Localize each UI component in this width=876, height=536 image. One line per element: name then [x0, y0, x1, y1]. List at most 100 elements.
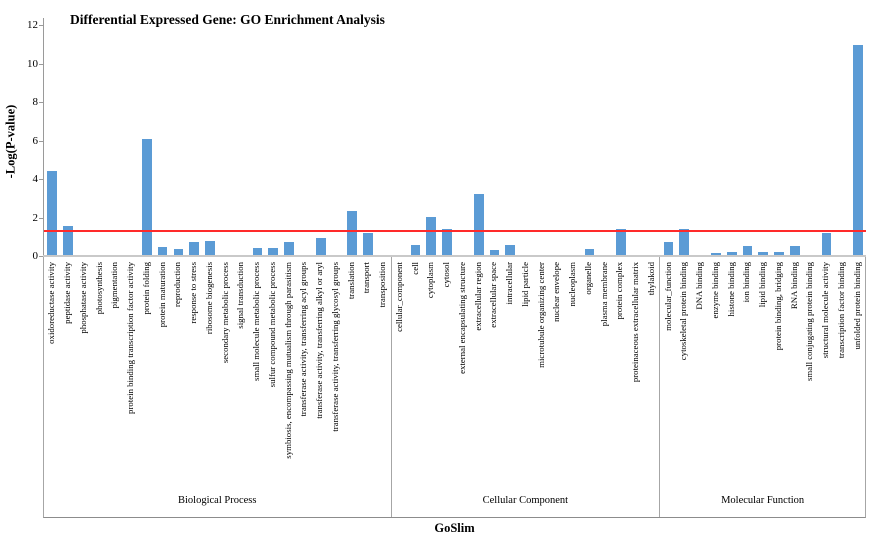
bar-cell	[518, 25, 534, 256]
category-label-cell: signal transduction	[233, 257, 249, 484]
category-label: secondary metabolic process	[219, 262, 230, 364]
bar-cell	[107, 25, 123, 256]
category-label-cell: sulfur compound metabolic process	[265, 257, 281, 484]
category-label-cell: cytoskeletal protein binding	[676, 257, 692, 484]
bar-cell	[487, 25, 503, 256]
bar-cell	[708, 25, 724, 256]
category-label: plasma membrane	[598, 262, 609, 327]
category-label: organelle	[582, 262, 593, 295]
category-label: histone binding	[725, 262, 736, 317]
bar-cell	[218, 25, 234, 256]
bar	[268, 248, 279, 256]
category-label-cell: organelle	[581, 257, 597, 484]
bar-cell	[139, 25, 155, 256]
bar	[189, 242, 200, 256]
category-label-cell: protein binding transcription factor act…	[123, 257, 139, 484]
bar-cell	[60, 25, 76, 256]
category-label: protein binding transcription factor act…	[125, 262, 136, 414]
group-label: Cellular Component	[482, 495, 569, 506]
x-axis-title: GoSlim	[434, 521, 475, 535]
bar-cell	[471, 25, 487, 256]
bar-cell	[740, 25, 756, 256]
category-label: pigmentation	[109, 262, 120, 309]
bar-cell	[123, 25, 139, 256]
chart-title: Differential Expressed Gene: GO Enrichme…	[70, 12, 385, 27]
x-axis-line	[43, 255, 866, 257]
bar-cell	[692, 25, 708, 256]
category-label-cell: DNA binding	[692, 257, 708, 484]
bar	[426, 217, 437, 256]
bar	[726, 252, 737, 256]
category-label: microtubule organizing center	[535, 262, 546, 368]
group-label: Biological Process	[178, 495, 257, 506]
category-label-cell: photosynthesis	[91, 257, 107, 484]
category-label: DNA binding	[694, 262, 705, 310]
bar-cell	[645, 25, 661, 256]
bar	[141, 139, 152, 256]
bar-group	[44, 25, 392, 256]
category-labels-row: cellular_component cell cytoplasm cytosol ex…	[392, 257, 660, 484]
category-label: protein maturation	[156, 262, 167, 328]
category-label: response to stress	[188, 262, 199, 324]
bar-cell	[344, 25, 360, 256]
category-label-cell: symbiosis, encompassing mutualism throug…	[280, 257, 296, 484]
category-label-cell: microtubule organizing center	[533, 257, 549, 484]
category-label: protein folding	[140, 262, 151, 315]
category-label-cell: nuclear envelope	[549, 257, 565, 484]
bar-cell	[202, 25, 218, 256]
y-tick-mark	[39, 63, 44, 65]
bar-cell	[534, 25, 550, 256]
category-label-cell: transposition	[375, 257, 391, 484]
bar-cell	[313, 25, 329, 256]
category-label: RNA binding	[788, 262, 799, 310]
bar-cell	[44, 25, 60, 256]
bar	[663, 242, 674, 256]
category-label: structural molecule activity	[820, 262, 831, 359]
bar	[47, 171, 57, 256]
bar-cell	[265, 25, 281, 256]
category-label-cell: RNA binding	[786, 257, 802, 484]
category-label: lipid particle	[519, 262, 530, 307]
bar-cell	[629, 25, 645, 256]
y-tick-label: 12	[27, 19, 38, 31]
category-label: phosphatase activity	[77, 262, 88, 334]
bar-cell	[455, 25, 471, 256]
category-label-cell: translation	[343, 257, 359, 484]
bar	[853, 45, 864, 256]
category-label: intracellular	[504, 262, 515, 305]
bar	[710, 253, 721, 256]
bar-cell	[724, 25, 740, 256]
bar-cell	[408, 25, 424, 256]
bar-cell	[597, 25, 613, 256]
category-label: photosynthesis	[93, 262, 104, 315]
y-tick-mark	[39, 140, 44, 142]
bar	[774, 252, 784, 256]
category-label: cytoplasm	[425, 262, 436, 299]
category-label: transcription factor binding	[835, 262, 846, 359]
category-label-cell: extracellular region	[470, 257, 486, 484]
category-label: protein complex	[614, 262, 625, 320]
plot-area	[44, 25, 866, 256]
bar-cell	[566, 25, 582, 256]
bar	[410, 245, 421, 256]
category-label: thylakoid	[645, 262, 656, 296]
category-label: peptidase activity	[62, 262, 73, 324]
category-label-cell: protein folding	[139, 257, 155, 484]
category-label-cell: cellular_component	[392, 257, 408, 484]
category-label-cell: transferase activity, transferring alkyl…	[312, 257, 328, 484]
y-tick-mark	[39, 25, 44, 26]
y-tick-label: 8	[32, 96, 39, 108]
category-label: small conjugating protein binding	[804, 262, 815, 381]
bar	[679, 229, 690, 256]
y-tick-mark	[39, 217, 44, 219]
category-label: transferase activity, transferring alkyl…	[314, 262, 325, 419]
category-label: small molecule metabolic process	[251, 262, 262, 381]
bar-cell	[803, 25, 819, 256]
category-label-cell: protein maturation	[154, 257, 170, 484]
bar-cell	[661, 25, 677, 256]
bar-cell	[376, 25, 392, 256]
category-group-column: oxidoreductase activity peptidase activit…	[44, 257, 392, 517]
category-label: cytosol	[441, 262, 452, 288]
category-label-cell: histone binding	[723, 257, 739, 484]
